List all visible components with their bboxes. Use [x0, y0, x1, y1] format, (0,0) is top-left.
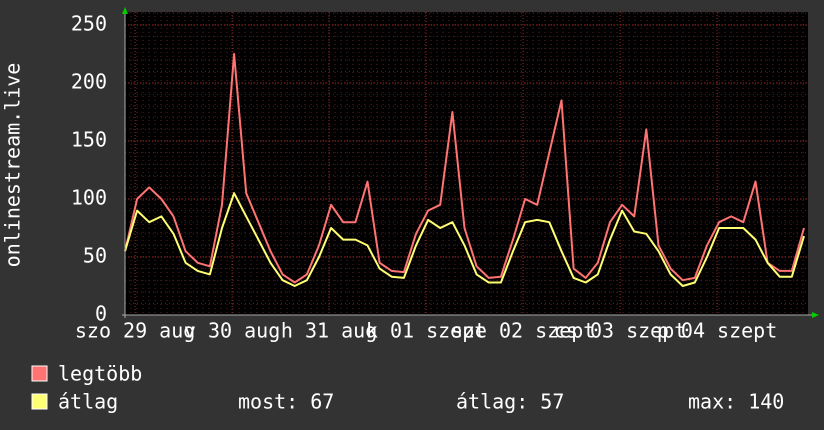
- x-arrow: [812, 312, 819, 318]
- stat-average: átlag: 57: [456, 390, 564, 414]
- legend-swatch: [31, 393, 48, 410]
- legend-label: átlag: [58, 390, 118, 414]
- legend-label: legtöbb: [58, 362, 142, 386]
- plot-area: [125, 12, 808, 315]
- grid: [125, 12, 808, 316]
- y-tick-label: 50: [83, 244, 107, 268]
- y-tick-label: 250: [71, 12, 107, 36]
- y-tick-label: 0: [95, 302, 107, 326]
- y-arrow: [122, 7, 128, 14]
- x-tick-label: p 04 szept: [657, 319, 777, 343]
- x-tick-label: sze 02 szept: [451, 319, 596, 343]
- stat-max: max: 140: [688, 390, 784, 414]
- x-tick-label: v 30 aug: [184, 319, 280, 343]
- y-tick-label: 150: [71, 128, 107, 152]
- x-tick-label: cs 03 szept: [554, 319, 686, 343]
- y-tick-label: 100: [71, 186, 107, 210]
- stat-current: most: 67: [238, 390, 334, 414]
- series-line: [124, 53, 805, 284]
- x-tick-label: k 01 szept: [366, 319, 486, 343]
- x-tick-label: h 31 aug: [281, 319, 377, 343]
- series: [124, 53, 805, 287]
- y-axis-label: onlinestream.live: [1, 63, 25, 268]
- x-tick-label: szo 29 aug: [75, 319, 195, 343]
- legend-swatch: [31, 365, 48, 382]
- series-line: [124, 192, 805, 287]
- minor-grid: [124, 12, 808, 316]
- y-tick-label: 200: [71, 70, 107, 94]
